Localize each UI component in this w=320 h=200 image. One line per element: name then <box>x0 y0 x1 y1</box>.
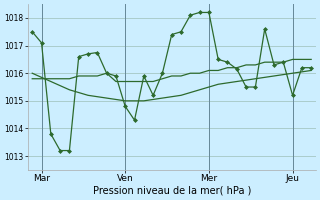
X-axis label: Pression niveau de la mer( hPa ): Pression niveau de la mer( hPa ) <box>92 186 251 196</box>
